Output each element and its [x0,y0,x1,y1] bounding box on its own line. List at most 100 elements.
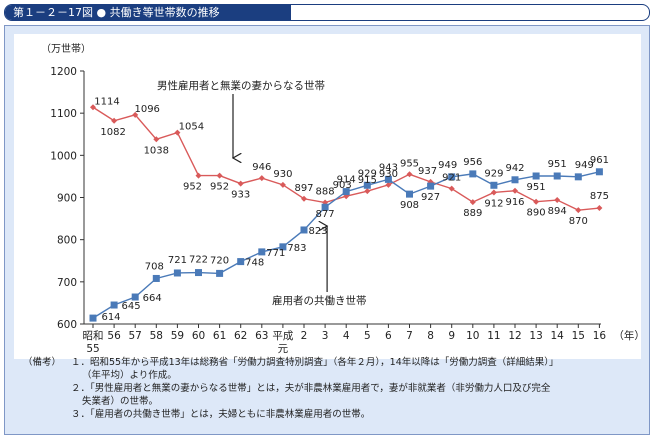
data-label: 929 [358,168,377,179]
data-point [490,189,497,196]
data-label: 890 [527,208,546,219]
x-tick-label: 56 [107,330,121,342]
y-tick-label: 1200 [50,66,77,78]
figure-title: 第１－２－17図 ● 共働き等世帯数の推移 [13,6,220,19]
data-point [595,168,603,176]
x-tick-label: 12 [508,330,521,342]
data-label: 921 [442,173,461,184]
data-point [174,129,181,136]
data-label: 645 [122,301,141,312]
x-tick-label: 61 [213,330,226,342]
data-point [448,185,455,192]
data-label: 952 [210,182,229,193]
x-tick-label: 4 [343,330,350,342]
data-label: 823 [308,226,327,237]
data-point [195,172,202,179]
data-label: 721 [168,255,187,266]
note-row-1-cont: （年平均）より作成。 [23,369,643,382]
data-label: 870 [569,216,588,227]
note-2-cont: 失業者）の世帯。 [82,396,159,407]
data-label: 951 [548,159,567,170]
data-point [90,104,96,111]
data-label: 708 [145,261,164,272]
data-label: 748 [245,258,264,269]
x-tick-label: 16 [593,330,607,342]
data-label: 897 [294,183,313,194]
data-point [132,111,139,118]
data-label: 916 [505,197,524,208]
x-tick-label: 62 [234,330,247,342]
data-point [111,117,118,124]
note-1: １．昭和55年から平成13年は総務省「労働力調査特別調査」（各年２月），14年以… [71,357,559,368]
data-point [574,173,582,181]
data-label: 720 [210,255,229,266]
data-label: 1114 [94,96,119,107]
x-tick-label: 7 [406,330,413,342]
chart-area: （万世帯） 600 700 800 900 1000 1100 1200 昭和 55 56 57 58… [14,34,645,359]
y-tick-label: 900 [57,193,77,205]
data-label: 877 [316,209,335,220]
data-point [216,269,224,277]
note-3: ３．「雇用者の共働き世帯」とは，夫婦ともに非農林業雇用者の世帯。 [71,409,371,420]
note-2: ２．「男性雇用者と無業の妻からなる世帯」とは，夫が非農林業雇用者で，妻が非就業者… [71,383,551,394]
note-row-2-cont: 失業者）の世帯。 [23,395,643,408]
data-point [532,172,540,180]
data-label: 875 [590,191,609,202]
x-tick-label: 3 [322,330,329,342]
note-1-cont: （年平均）より作成。 [82,370,177,381]
x-axis-unit: （年） [613,329,641,342]
data-point [301,195,307,202]
y-tick-label: 600 [57,319,77,331]
y-axis-unit: （万世帯） [41,42,91,55]
x-tick-label: 平成 [272,330,293,342]
data-point [279,181,286,188]
figure-panel: （万世帯） 600 700 800 900 1000 1100 1200 昭和 55 56 57 58… [4,25,650,435]
data-label: 903 [333,180,352,191]
data-point [469,170,477,178]
x-tick-label: 14 [551,330,565,342]
data-point [553,172,561,180]
data-point [469,199,476,206]
data-point [575,207,582,214]
data-point [406,190,413,198]
data-label: 943 [379,162,398,173]
data-label: 956 [463,157,482,168]
data-label: 933 [231,190,250,201]
data-label: 1096 [134,104,159,115]
data-label: 1038 [144,145,169,156]
x-tick-label: 60 [192,330,205,342]
x-tick-label: 11 [487,330,500,342]
callout-series-2: 雇用者の共働き世帯 [272,294,367,307]
data-label: 942 [505,163,524,174]
x-tick-label: 2 [301,330,308,342]
data-point [364,188,371,195]
data-point [533,198,540,205]
x-tick-label: 10 [466,330,479,342]
data-markers [89,104,603,322]
data-label: 930 [273,169,292,180]
data-point [110,301,118,309]
x-tick-label: 57 [129,330,142,342]
data-label: 937 [418,166,437,177]
data-label: 951 [527,182,546,193]
notes: （備考） １．昭和55年から平成13年は総務省「労働力調査特別調査」（各年２月）… [23,356,643,421]
data-point [237,180,244,187]
data-label: 915 [358,175,377,186]
data-label: 946 [252,162,271,173]
x-tick-label: 昭和 [83,330,104,342]
x-tick-label: 58 [150,330,163,342]
x-tick-label: 15 [572,330,585,342]
data-label: 722 [189,255,208,266]
data-label: 664 [143,293,162,304]
x-tick-label: 5 [364,330,371,342]
y-tick-label: 800 [57,235,77,247]
data-point [342,188,350,196]
data-point [258,175,265,182]
data-label: 961 [590,155,609,166]
data-point [385,181,392,188]
callout-series-1: 男性雇用者と無業の妻からなる世帯 [157,79,325,92]
data-label: 929 [484,168,503,179]
